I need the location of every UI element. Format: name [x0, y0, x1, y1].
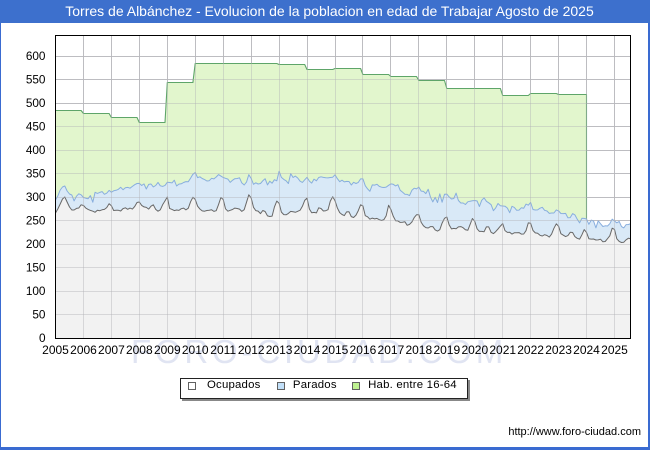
svg-text:2013: 2013 [266, 343, 293, 357]
svg-text:100: 100 [26, 284, 46, 298]
svg-text:200: 200 [26, 237, 46, 251]
svg-text:550: 550 [26, 73, 46, 87]
svg-text:2005: 2005 [42, 343, 69, 357]
svg-text:2014: 2014 [294, 343, 321, 357]
svg-text:50: 50 [32, 308, 46, 322]
svg-text:2016: 2016 [350, 343, 377, 357]
svg-text:450: 450 [26, 120, 46, 134]
svg-text:2020: 2020 [461, 343, 488, 357]
svg-text:2022: 2022 [517, 343, 544, 357]
svg-text:2008: 2008 [126, 343, 153, 357]
svg-text:2018: 2018 [405, 343, 432, 357]
svg-text:300: 300 [26, 190, 46, 204]
svg-text:600: 600 [26, 49, 46, 63]
svg-text:150: 150 [26, 261, 46, 275]
svg-text:2011: 2011 [210, 343, 236, 357]
svg-text:2006: 2006 [70, 343, 97, 357]
svg-text:2012: 2012 [238, 343, 265, 357]
svg-text:2015: 2015 [322, 343, 349, 357]
svg-text:2019: 2019 [433, 343, 460, 357]
svg-text:2017: 2017 [378, 343, 405, 357]
svg-text:250: 250 [26, 214, 46, 228]
svg-text:2009: 2009 [154, 343, 181, 357]
svg-text:2024: 2024 [573, 343, 600, 357]
svg-text:2021: 2021 [489, 343, 516, 357]
svg-text:2010: 2010 [182, 343, 209, 357]
svg-text:2023: 2023 [545, 343, 572, 357]
svg-text:2025: 2025 [601, 343, 628, 357]
svg-text:500: 500 [26, 96, 46, 110]
svg-text:350: 350 [26, 167, 46, 181]
svg-text:0: 0 [39, 331, 46, 345]
svg-text:400: 400 [26, 143, 46, 157]
svg-text:2007: 2007 [98, 343, 125, 357]
